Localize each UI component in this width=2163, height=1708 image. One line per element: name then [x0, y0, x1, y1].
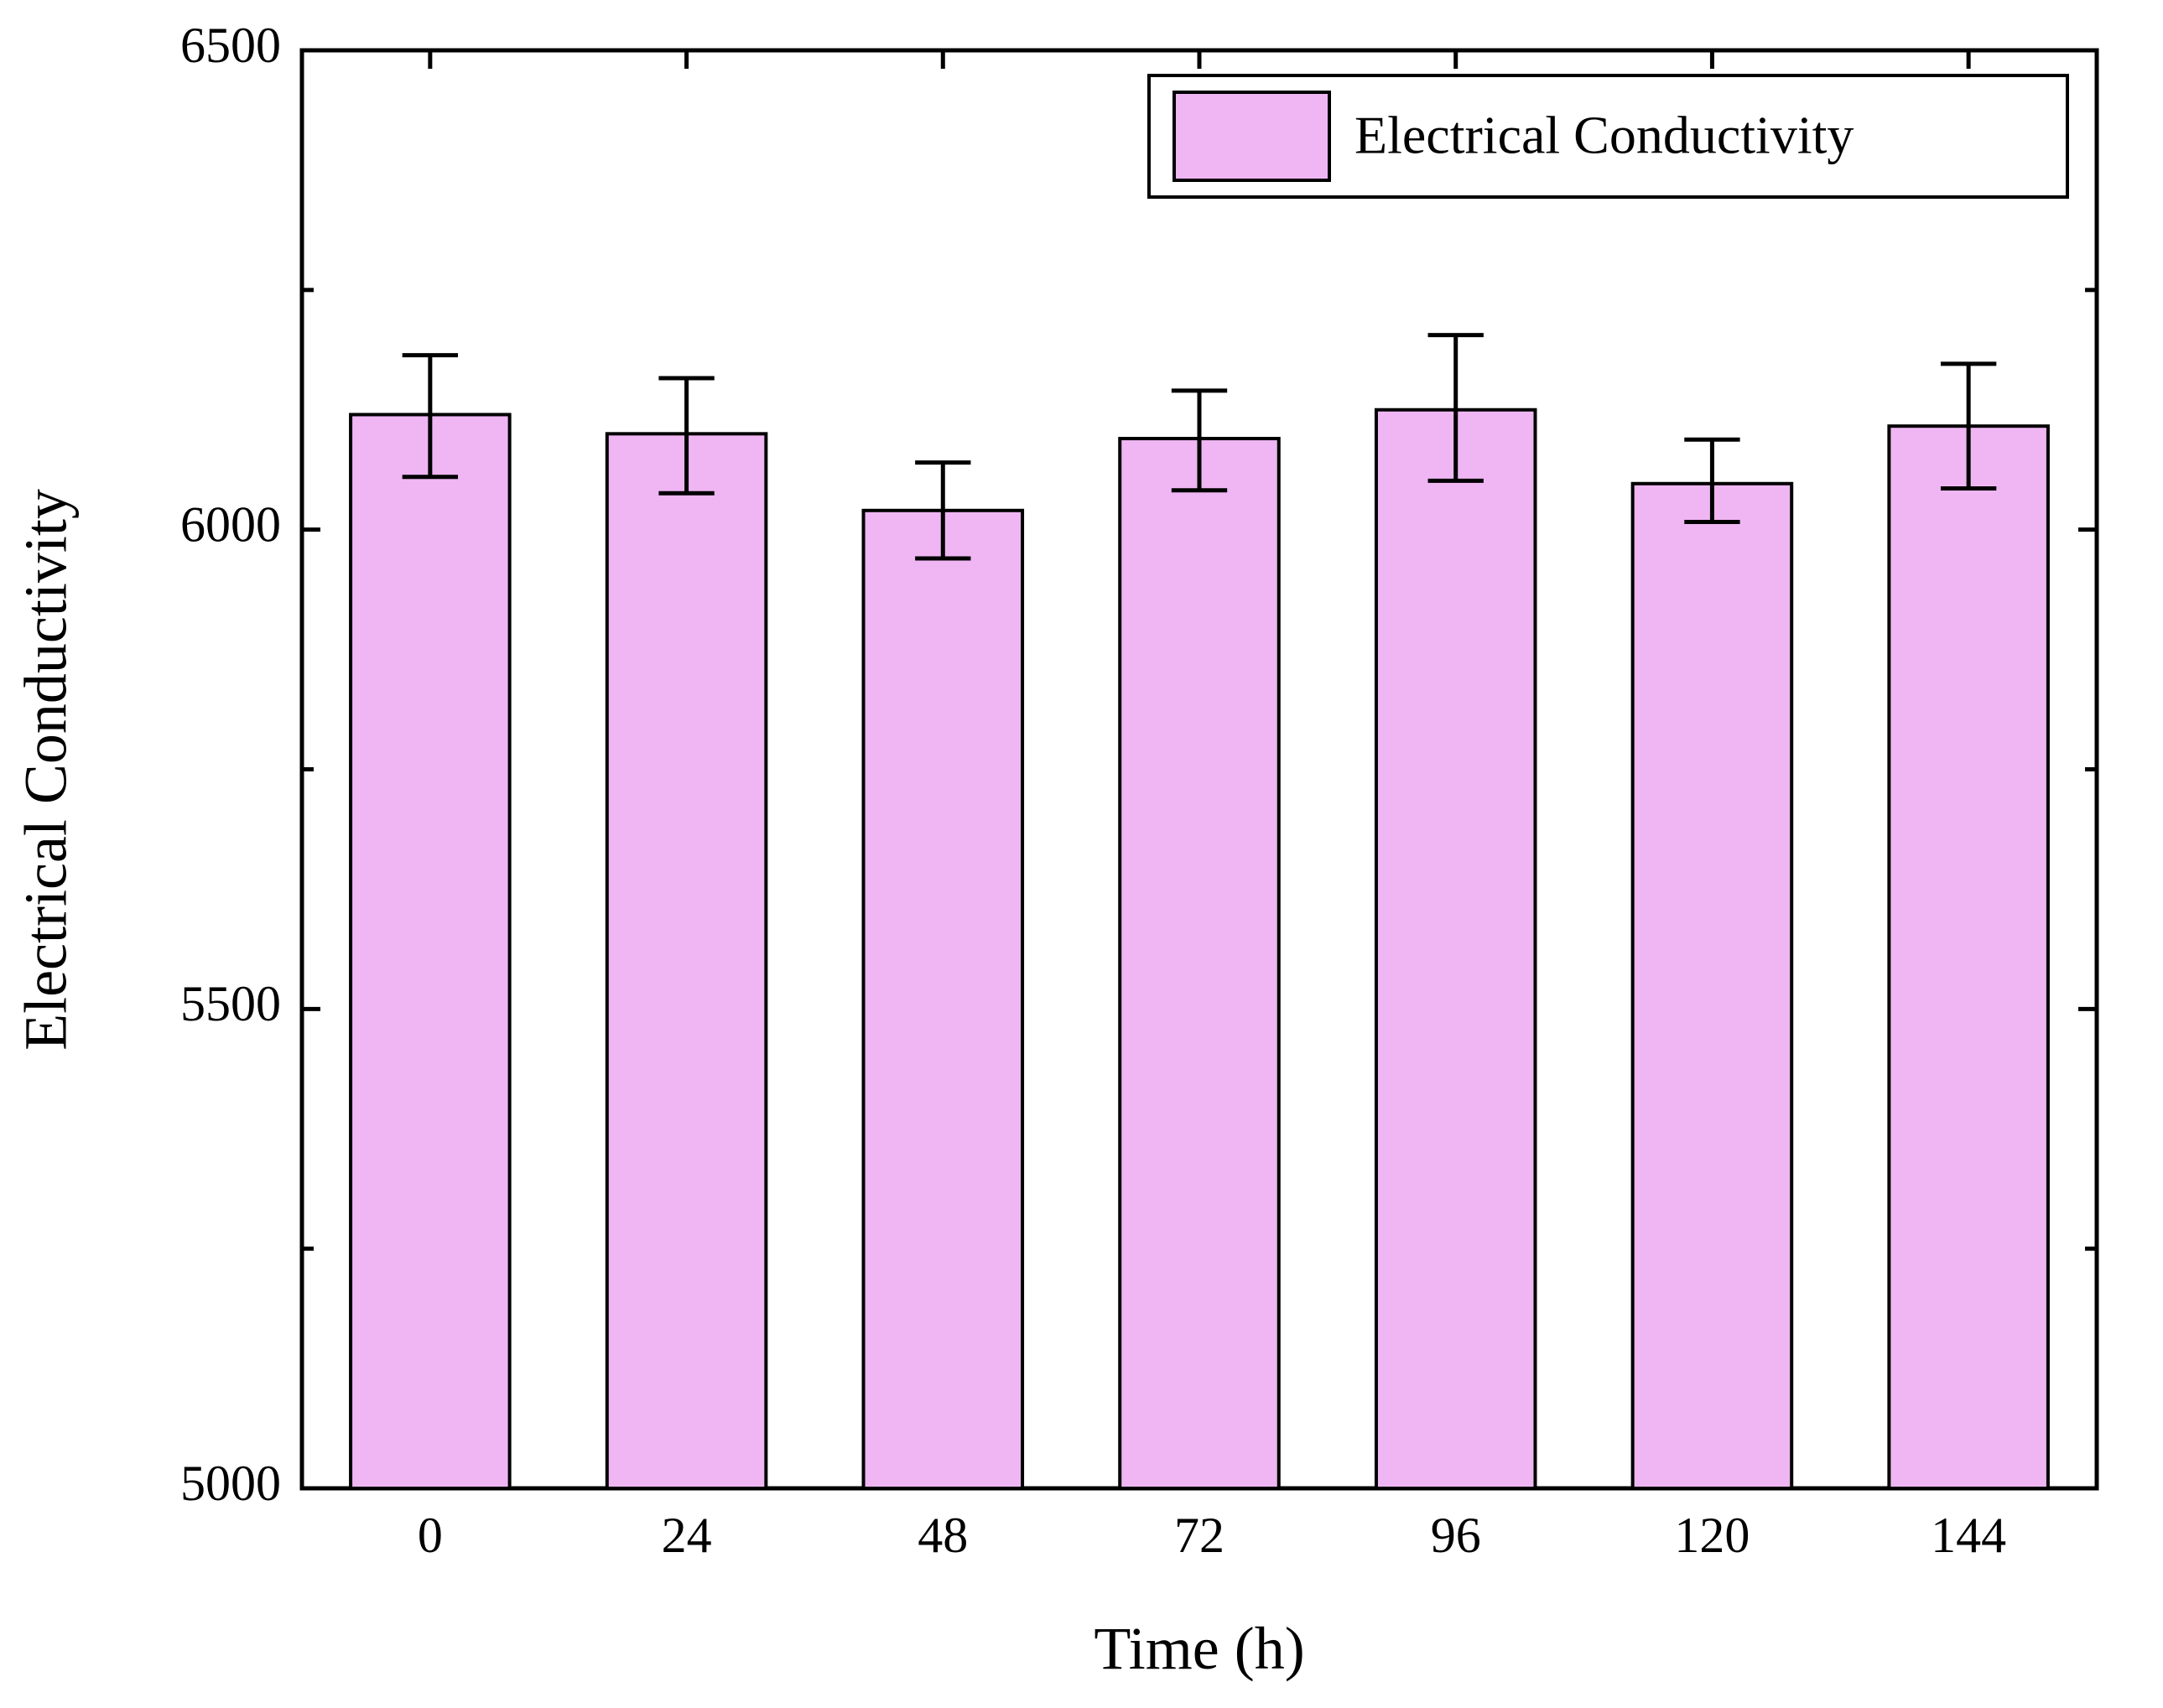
legend-swatch: [1174, 92, 1329, 180]
x-tick-label: 96: [1431, 1508, 1481, 1563]
x-tick-label: 24: [662, 1508, 712, 1563]
y-tick-label: 5500: [180, 976, 281, 1031]
y-tick-label: 6000: [180, 496, 281, 552]
bar: [1889, 426, 2048, 1488]
x-axis-label: Time (h): [1094, 1614, 1304, 1684]
x-tick-label: 144: [1931, 1508, 2006, 1563]
y-tick-label: 6500: [180, 18, 281, 73]
bar: [1376, 410, 1536, 1488]
bar: [1633, 484, 1792, 1488]
bar: [864, 511, 1023, 1488]
y-tick-label: 5000: [180, 1456, 281, 1511]
chart-container: Electrical Conductivity Time (h) Electri…: [0, 0, 2163, 1708]
x-tick-label: 72: [1174, 1508, 1224, 1563]
y-axis-label: Electrical Conductivity: [12, 489, 81, 1051]
bar-chart: 5000 5500 6000 6500 0 24 48 72 96 120 144: [0, 0, 2163, 1708]
bar: [1120, 439, 1279, 1488]
x-tick-label: 0: [418, 1508, 443, 1563]
x-tick-label: 120: [1674, 1508, 1750, 1563]
legend-label: Electrical Conductivity: [1354, 104, 1854, 166]
bar: [607, 433, 767, 1488]
bar: [351, 414, 510, 1488]
x-tick-label: 48: [918, 1508, 968, 1563]
